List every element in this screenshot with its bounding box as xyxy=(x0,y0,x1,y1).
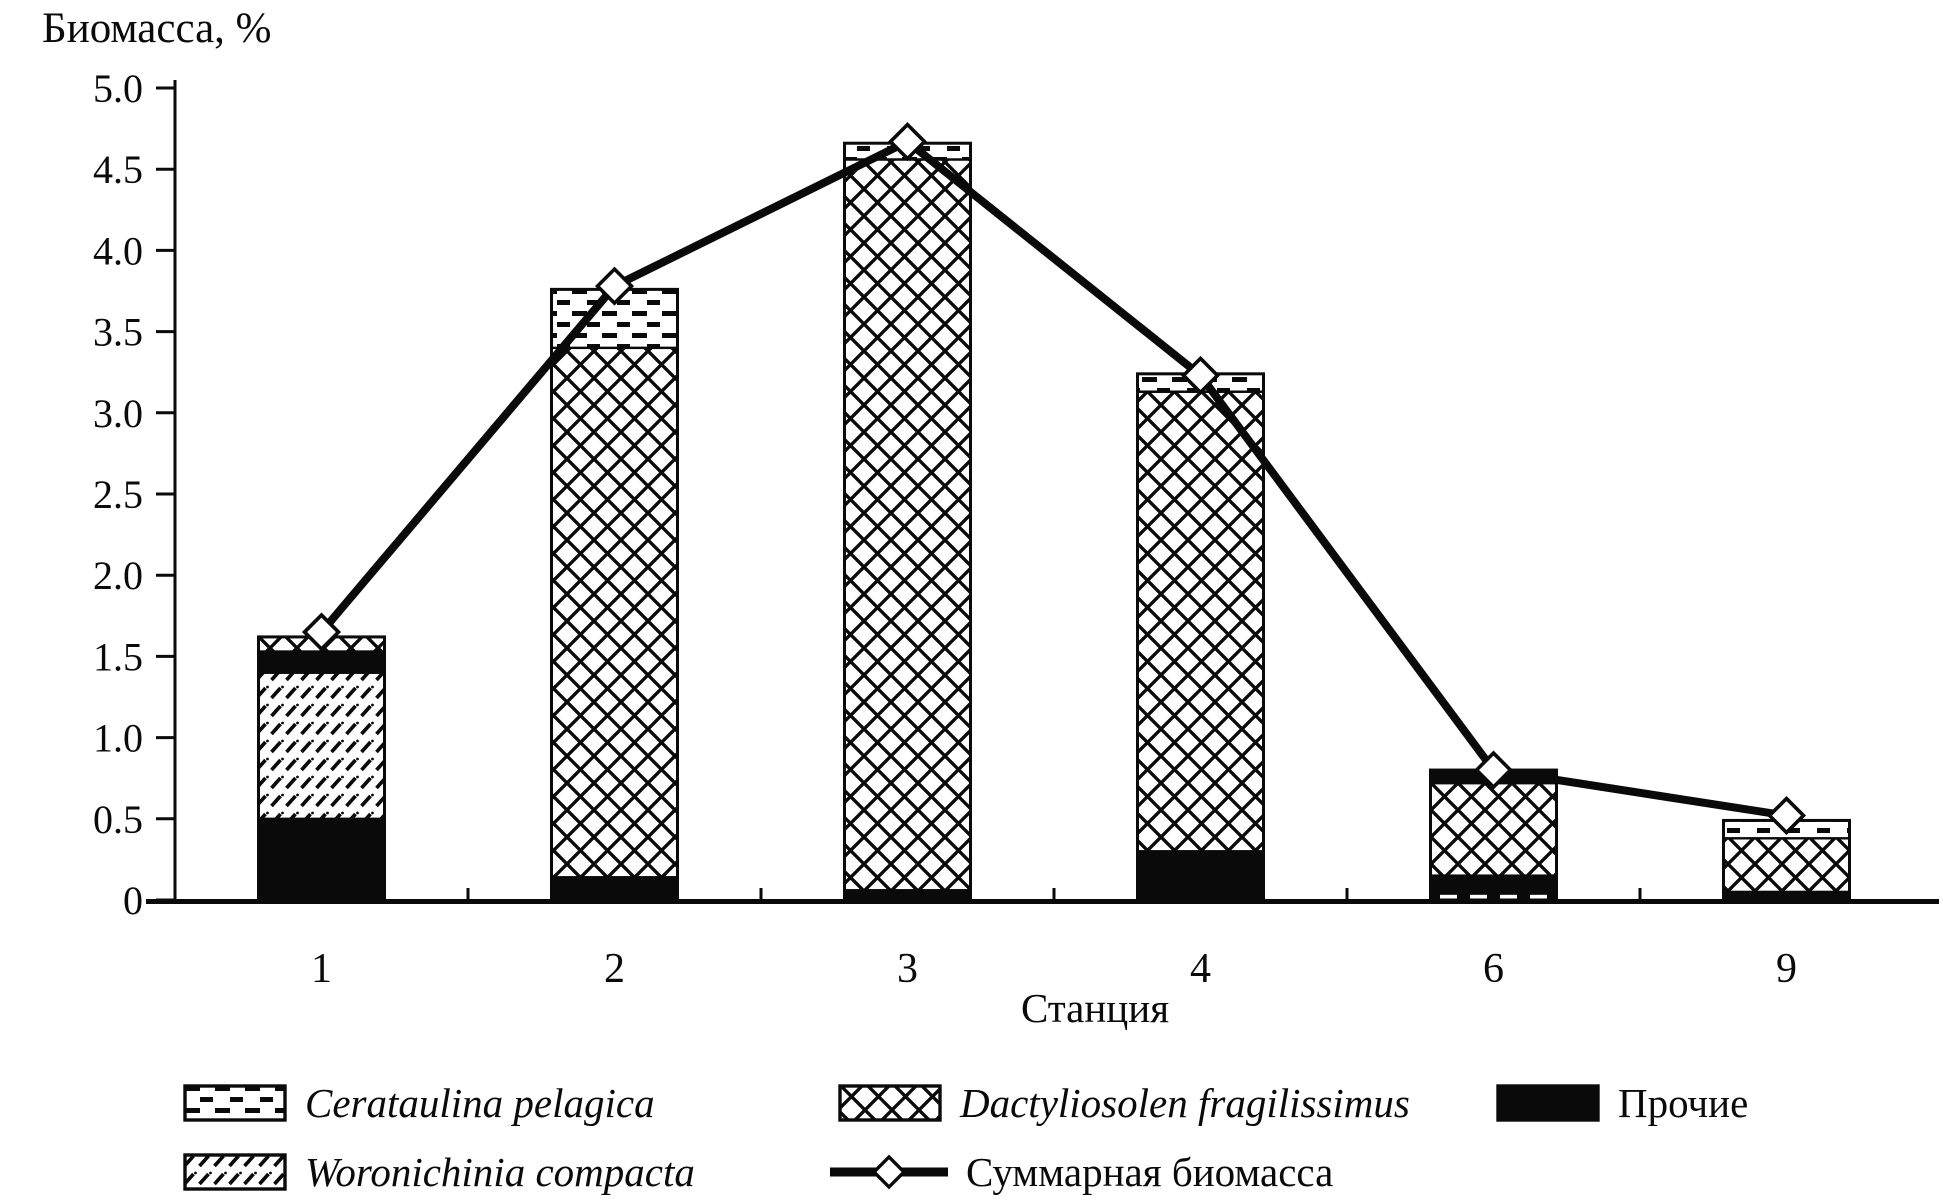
diamond-marker xyxy=(594,266,635,306)
y-tick-label: 2.0 xyxy=(93,553,143,598)
y-tick-label: 0.5 xyxy=(93,797,143,842)
bar-segment-dactyliosolen xyxy=(843,158,972,892)
bar-segment-dactyliosolen xyxy=(1136,390,1265,853)
y-tick-label: 0 xyxy=(123,878,143,923)
bar-segment-dactyliosolen xyxy=(1429,781,1558,877)
diamond-marker xyxy=(1766,796,1807,836)
x-tick-label: 2 xyxy=(604,946,625,992)
bar-segment-dactyliosolen xyxy=(550,346,679,879)
y-tick-label: 4.5 xyxy=(93,147,143,192)
y-tick-label: 2.5 xyxy=(93,472,143,517)
x-axis-line xyxy=(146,899,1939,904)
total-biomass-line xyxy=(318,137,1788,820)
x-tick-label: 4 xyxy=(1190,946,1211,992)
y-axis-title: Биомасса, % xyxy=(42,5,272,52)
x-tick-label: 9 xyxy=(1776,946,1797,992)
y-tick-label: 3.5 xyxy=(93,310,143,355)
bar-station-3 xyxy=(843,141,972,902)
y-tick-label: 1.0 xyxy=(93,716,143,761)
diamond-marker xyxy=(1473,750,1514,790)
bar-segment-others xyxy=(257,650,386,674)
bar-segment-others xyxy=(1429,874,1558,895)
bar-segment-others xyxy=(550,876,679,902)
bar-segment-others xyxy=(1136,850,1265,902)
diamond-marker xyxy=(1180,355,1221,395)
bar-station-4 xyxy=(1136,372,1265,902)
bar-station-1 xyxy=(257,635,386,902)
y-tick-label: 3.0 xyxy=(93,391,143,436)
x-tick-label: 3 xyxy=(897,946,918,992)
bar-station-6 xyxy=(1429,768,1558,902)
y-tick-label: 1.5 xyxy=(93,634,143,679)
y-tick-label: 5.0 xyxy=(93,66,143,111)
x-tick-label: 6 xyxy=(1483,946,1504,992)
diamond-marker xyxy=(301,612,342,652)
bar-station-2 xyxy=(550,287,679,902)
x-tick-label: 1 xyxy=(311,946,332,992)
diamond-marker xyxy=(887,122,928,162)
bar-segment-others xyxy=(257,817,386,902)
y-tick-label: 4.0 xyxy=(93,228,143,273)
bar-segment-woronichinia xyxy=(257,671,386,821)
bar-segment-dactyliosolen xyxy=(1722,837,1851,894)
x-axis-title: Станция xyxy=(1020,985,1170,1031)
